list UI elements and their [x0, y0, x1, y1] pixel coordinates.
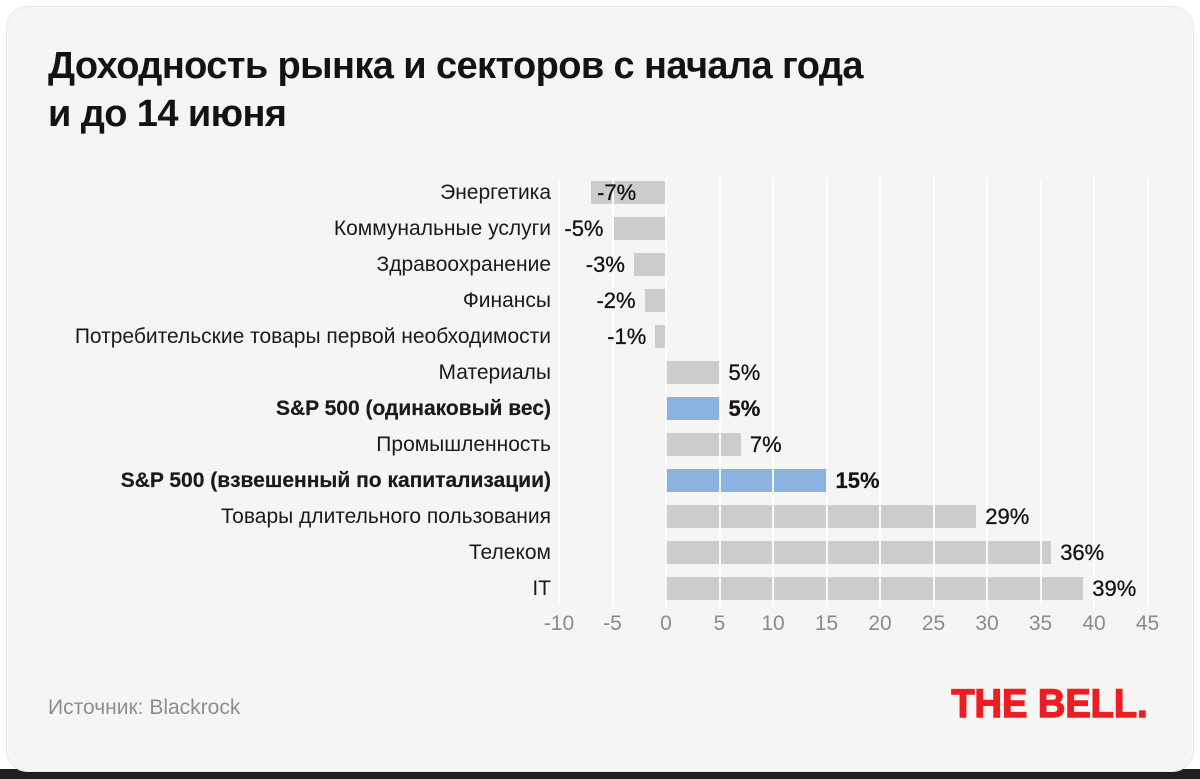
chart-title-line2: и до 14 июня	[48, 93, 287, 135]
category-label: S&P 500 (одинаковый вес)	[275, 396, 551, 420]
axis-tick-label: 45	[1135, 612, 1160, 635]
axis-tick-label: 40	[1082, 612, 1106, 635]
value-label: 7%	[749, 431, 782, 457]
value-label: 15%	[835, 467, 880, 493]
bar	[633, 253, 666, 276]
value-label: -3%	[585, 251, 625, 277]
bar	[666, 433, 741, 456]
the-bell-logo: THE BELL.	[951, 681, 1149, 726]
gridline	[558, 178, 560, 606]
chart-card: Доходность рынка и секторов с начала год…	[6, 6, 1194, 772]
category-label: Материалы	[438, 360, 551, 384]
bar	[666, 469, 827, 492]
gridline	[1039, 178, 1042, 606]
chart-title-line1: Доходность рынка и секторов с начала год…	[48, 45, 863, 87]
gridline	[1146, 178, 1149, 606]
value-label: -7%	[597, 179, 637, 205]
source-note: Источник: Blackrock	[48, 696, 241, 719]
category-label: IT	[532, 576, 551, 600]
bottom-edge	[0, 769, 1200, 779]
gridline	[825, 178, 828, 606]
axis-tick-label: 15	[814, 612, 839, 635]
axis-tick-label: 25	[921, 612, 946, 635]
gridline	[932, 178, 935, 606]
value-label: 5%	[728, 395, 761, 421]
gridline	[718, 178, 721, 606]
value-label: 39%	[1092, 575, 1137, 601]
axis-tick-label: 30	[975, 612, 999, 635]
bar	[612, 217, 666, 240]
value-label: -2%	[596, 287, 636, 313]
category-label: Энергетика	[440, 180, 551, 204]
gridline	[1093, 178, 1095, 606]
category-label: Товары длительного пользования	[220, 504, 551, 528]
axis-tick-label: 20	[868, 612, 892, 635]
gridline	[665, 178, 667, 606]
bar	[666, 577, 1084, 600]
value-label: -5%	[564, 215, 604, 241]
axis-tick-label: 5	[713, 612, 726, 635]
category-label: Финансы	[462, 288, 551, 312]
bar	[666, 361, 720, 384]
category-label: S&P 500 (взвешенный по капитализации)	[120, 468, 551, 492]
gridline	[986, 178, 988, 606]
gridline	[879, 178, 881, 606]
axis-tick-label: 0	[660, 612, 672, 635]
axis-tick-label: -10	[543, 612, 575, 635]
bar	[644, 289, 666, 312]
bar	[591, 181, 666, 204]
bar	[666, 541, 1052, 564]
axis-tick-label: -5	[603, 612, 622, 635]
gridline	[772, 178, 774, 606]
category-label: Здравоохранение	[376, 252, 551, 276]
bar	[655, 325, 666, 348]
category-label: Промышленность	[376, 432, 551, 456]
value-label: 5%	[728, 359, 761, 385]
bar	[666, 505, 977, 528]
category-label: Потребительские товары первой необходимо…	[74, 324, 551, 348]
bar	[666, 397, 720, 420]
value-label: 36%	[1060, 539, 1105, 565]
gridline	[611, 178, 614, 606]
axis-tick-label: 35	[1028, 612, 1053, 635]
category-label: Коммунальные услуги	[333, 216, 551, 240]
bar-chart: -10 -5 0 5 10 15 20 25 30 35 40 45 Энергетика -7% К…	[6, 6, 1194, 772]
axis-tick-label: 10	[761, 612, 785, 635]
chart-title: Доходность рынка и секторов с начала год…	[48, 42, 863, 138]
category-label: Телеком	[468, 540, 551, 564]
value-label: 29%	[985, 503, 1030, 529]
value-label: -1%	[607, 323, 647, 349]
